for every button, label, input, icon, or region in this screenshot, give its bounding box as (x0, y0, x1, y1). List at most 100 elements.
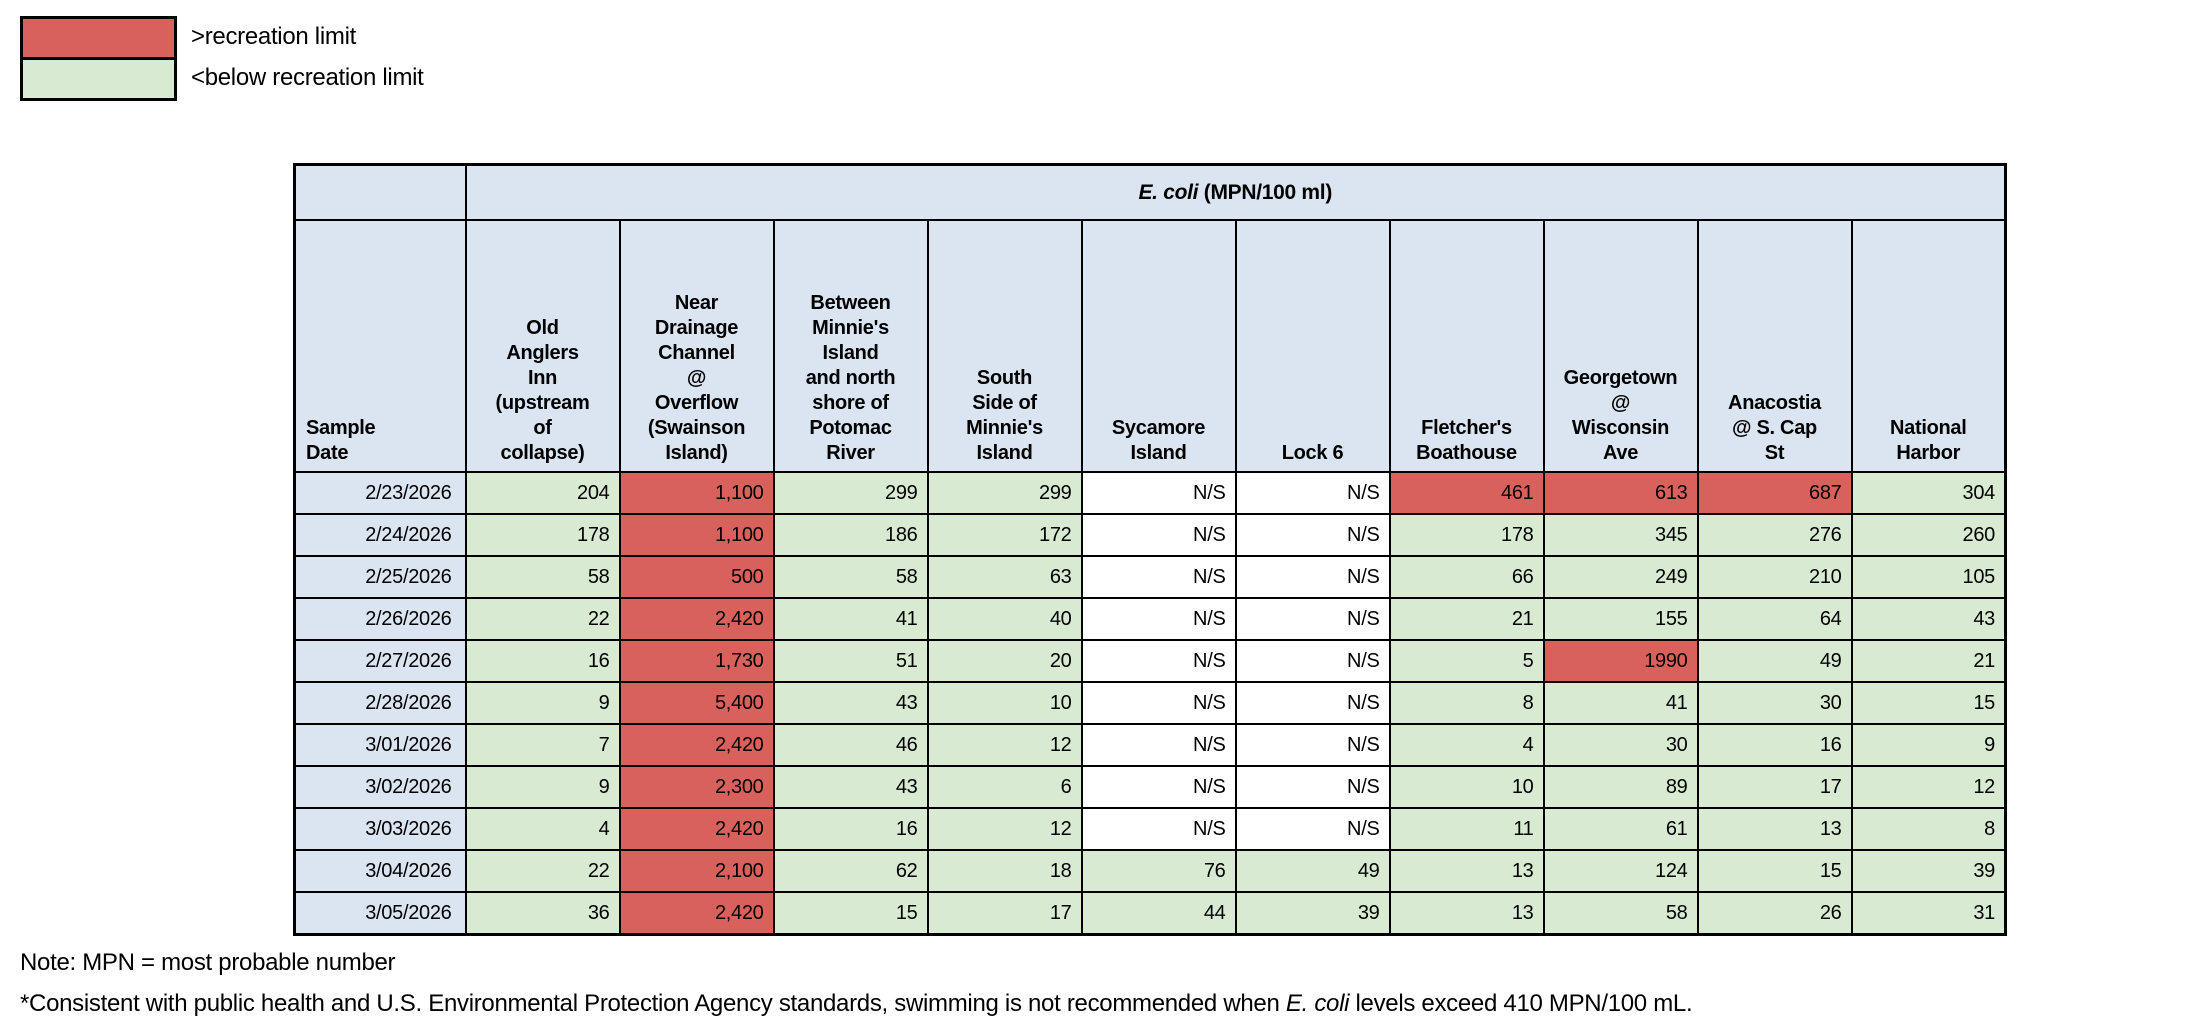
column-header-site-4: Sycamore Island (1080, 219, 1237, 473)
value-cell: N/S (1080, 555, 1237, 599)
table-row: 2/24/2026 178 1,100 186 172 N/S N/S 178 345 276 26… (293, 513, 2007, 557)
value-cell: 6 (926, 765, 1083, 809)
value-cell: 1,100 (618, 471, 775, 515)
value-cell: 124 (1542, 849, 1699, 893)
value-cell: 44 (1080, 891, 1237, 936)
value-cell: 210 (1696, 555, 1853, 599)
table-row: 3/05/2026 36 2,420 15 17 44 39 13 58 26 31 (293, 891, 2007, 936)
value-cell: 61 (1542, 807, 1699, 851)
column-header-sample-date: Sample Date (293, 219, 467, 473)
value-cell: N/S (1080, 807, 1237, 851)
value-cell: 249 (1542, 555, 1699, 599)
value-cell: 66 (1388, 555, 1545, 599)
sample-date-cell: 2/24/2026 (293, 513, 467, 557)
value-cell: 49 (1234, 849, 1391, 893)
value-cell: 1,100 (618, 513, 775, 557)
table-row: 3/03/2026 4 2,420 16 12 N/S N/S 11 61 13 8 (293, 807, 2007, 851)
value-cell: N/S (1080, 723, 1237, 767)
legend-swatches (20, 16, 177, 101)
table-title-species: E. coli (1138, 180, 1199, 204)
sample-date-cell: 3/04/2026 (293, 849, 467, 893)
value-cell: 461 (1388, 471, 1545, 515)
value-cell: 13 (1696, 807, 1853, 851)
value-cell: 58 (1542, 891, 1699, 936)
value-cell: 76 (1080, 849, 1237, 893)
value-cell: N/S (1234, 513, 1391, 557)
value-cell: 15 (1850, 681, 2007, 725)
table-title: E. coli (MPN/100 ml) (464, 163, 2007, 221)
value-cell: 43 (772, 681, 929, 725)
sample-date-cell: 2/27/2026 (293, 639, 467, 683)
legend-swatch-below-limit (23, 57, 174, 98)
value-cell: 2,420 (618, 723, 775, 767)
value-cell: 687 (1696, 471, 1853, 515)
value-cell: 22 (464, 597, 621, 641)
table-row: 2/26/2026 22 2,420 41 40 N/S N/S 21 155 64 43 (293, 597, 2007, 641)
legend-label-above-limit: >recreation limit (191, 22, 356, 50)
value-cell: 16 (772, 807, 929, 851)
ecoli-results-table: E. coli (MPN/100 ml) Sample Date Old Ang… (293, 163, 2007, 936)
value-cell: 41 (1542, 681, 1699, 725)
value-cell: 12 (926, 723, 1083, 767)
value-cell: 8 (1850, 807, 2007, 851)
value-cell: 172 (926, 513, 1083, 557)
table-row: 2/23/2026 204 1,100 299 299 N/S N/S 461 613 687 30… (293, 471, 2007, 515)
value-cell: 39 (1850, 849, 2007, 893)
value-cell: 30 (1542, 723, 1699, 767)
table-title-units: (MPN/100 ml) (1198, 180, 1333, 204)
value-cell: N/S (1080, 471, 1237, 515)
value-cell: 11 (1388, 807, 1545, 851)
value-cell: 260 (1850, 513, 2007, 557)
value-cell: 186 (772, 513, 929, 557)
sample-date-cell: 3/02/2026 (293, 765, 467, 809)
column-header-site-7: Georgetown @ Wisconsin Ave (1542, 219, 1699, 473)
value-cell: 21 (1388, 597, 1545, 641)
column-header-site-5: Lock 6 (1234, 219, 1391, 473)
value-cell: N/S (1080, 765, 1237, 809)
value-cell: 46 (772, 723, 929, 767)
corner-cell (293, 163, 467, 221)
value-cell: 155 (1542, 597, 1699, 641)
value-cell: 63 (926, 555, 1083, 599)
value-cell: 21 (1850, 639, 2007, 683)
column-header-site-3: South Side of Minnie's Island (926, 219, 1083, 473)
value-cell: 10 (1388, 765, 1545, 809)
value-cell: 62 (772, 849, 929, 893)
value-cell: 30 (1696, 681, 1853, 725)
value-cell: 20 (926, 639, 1083, 683)
value-cell: 58 (464, 555, 621, 599)
value-cell: 17 (926, 891, 1083, 936)
value-cell: N/S (1080, 681, 1237, 725)
table-row: 3/02/2026 9 2,300 43 6 N/S N/S 10 89 17 12 (293, 765, 2007, 809)
legend-swatch-above-limit (23, 19, 174, 57)
value-cell: 2,420 (618, 597, 775, 641)
value-cell: 18 (926, 849, 1083, 893)
sample-date-cell: 3/03/2026 (293, 807, 467, 851)
value-cell: 2,300 (618, 765, 775, 809)
table-row: 3/04/2026 22 2,100 62 18 76 49 13 124 15 39 (293, 849, 2007, 893)
value-cell: N/S (1234, 681, 1391, 725)
value-cell: N/S (1234, 597, 1391, 641)
sample-date-cell: 2/26/2026 (293, 597, 467, 641)
sample-date-cell: 3/01/2026 (293, 723, 467, 767)
table-row: 2/28/2026 9 5,400 43 10 N/S N/S 8 41 30 15 (293, 681, 2007, 725)
sample-date-cell: 3/05/2026 (293, 891, 467, 936)
value-cell: 345 (1542, 513, 1699, 557)
value-cell: 39 (1234, 891, 1391, 936)
column-header-site-9: National Harbor (1850, 219, 2007, 473)
table-row: 2/25/2026 58 500 58 63 N/S N/S 66 249 210 105 (293, 555, 2007, 599)
value-cell: 22 (464, 849, 621, 893)
value-cell: 500 (618, 555, 775, 599)
column-header-row: Sample Date Old Anglers Inn (upstream of… (293, 219, 2007, 473)
value-cell: 26 (1696, 891, 1853, 936)
note-epa-standard: *Consistent with public health and U.S. … (20, 990, 1693, 1017)
legend: >recreation limit <below recreation limi… (20, 16, 424, 101)
sample-date-cell: 2/28/2026 (293, 681, 467, 725)
value-cell: 8 (1388, 681, 1545, 725)
value-cell: 15 (772, 891, 929, 936)
value-cell: 5,400 (618, 681, 775, 725)
footnotes: Note: MPN = most probable number *Consis… (20, 942, 1693, 1024)
value-cell: 105 (1850, 555, 2007, 599)
value-cell: 178 (1388, 513, 1545, 557)
value-cell: 1,730 (618, 639, 775, 683)
